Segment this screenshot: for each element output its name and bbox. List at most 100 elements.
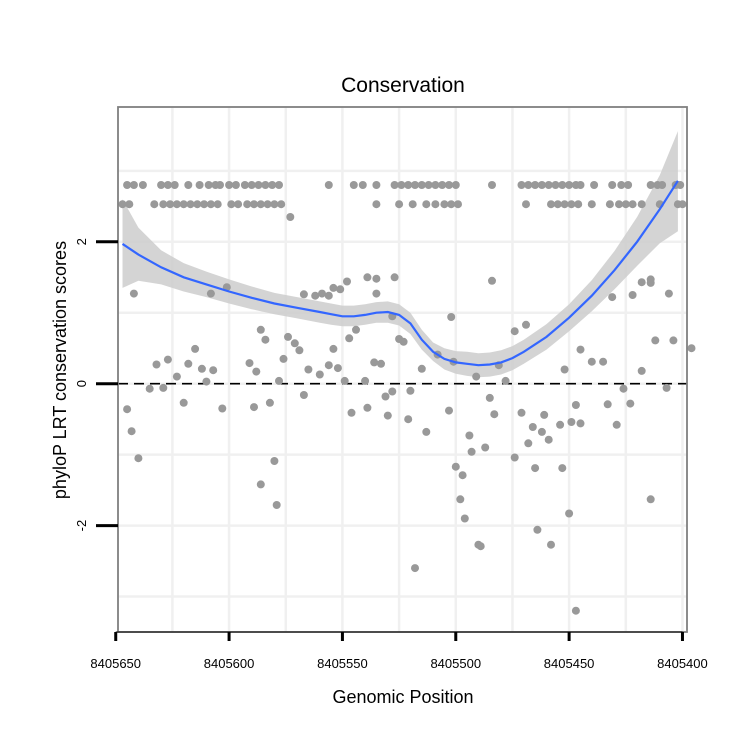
data-point: [619, 384, 628, 393]
data-point: [553, 200, 562, 209]
data-point: [404, 415, 413, 424]
data-point: [261, 335, 270, 344]
data-point: [558, 464, 567, 473]
data-point: [179, 398, 188, 407]
data-point: [290, 339, 299, 348]
data-point: [608, 181, 617, 189]
data-point: [617, 181, 626, 189]
data-point: [295, 346, 304, 355]
data-point: [472, 372, 481, 381]
data-point: [157, 181, 166, 189]
data-point: [587, 357, 596, 366]
data-point: [651, 336, 660, 345]
data-point: [204, 181, 213, 189]
data-point: [537, 181, 546, 189]
data-point: [193, 200, 202, 209]
x-tick-label: 8405400: [657, 656, 708, 671]
data-point: [424, 181, 433, 189]
data-point: [227, 200, 236, 209]
data-point: [202, 377, 211, 386]
data-point: [225, 181, 234, 189]
data-point: [279, 354, 288, 363]
data-point: [440, 200, 449, 209]
data-point: [624, 181, 633, 189]
data-point: [531, 181, 540, 189]
x-tick-label: 8405550: [317, 656, 368, 671]
data-point: [299, 391, 308, 399]
data-point: [265, 398, 274, 407]
data-point: [628, 200, 637, 209]
data-point: [370, 358, 379, 367]
data-point: [615, 200, 623, 209]
data-point: [329, 344, 338, 353]
data-point: [628, 291, 637, 299]
data-point: [465, 431, 474, 440]
data-point: [490, 410, 499, 419]
data-point: [528, 423, 537, 431]
data-point: [129, 181, 138, 189]
data-point: [422, 200, 431, 209]
data-point: [256, 200, 265, 209]
x-axis-title: Genomic Position: [332, 687, 473, 707]
data-point: [458, 471, 467, 480]
data-point: [340, 376, 349, 385]
data-point: [395, 200, 404, 209]
data-point: [352, 325, 360, 334]
data-point: [261, 181, 270, 189]
data-point: [324, 181, 333, 189]
data-point: [637, 200, 646, 209]
data-point: [191, 344, 200, 353]
data-point: [438, 181, 447, 189]
data-point: [256, 325, 265, 334]
data-point: [172, 372, 181, 381]
data-point: [608, 293, 617, 302]
data-point: [411, 181, 419, 189]
data-point: [481, 443, 490, 452]
data-point: [678, 200, 687, 209]
data-point: [311, 291, 320, 300]
data-point: [324, 361, 333, 370]
data-point: [399, 337, 408, 346]
data-point: [250, 403, 258, 412]
y-tick-label: 2: [74, 238, 89, 245]
data-point: [315, 370, 324, 379]
data-point: [150, 200, 159, 209]
data-point: [277, 200, 286, 209]
data-point: [170, 181, 179, 189]
data-point: [488, 276, 496, 285]
smooth-line: [121, 180, 679, 367]
x-tick-label: 8405650: [90, 656, 141, 671]
data-point: [567, 418, 576, 426]
data-point: [195, 181, 204, 189]
data-point: [134, 454, 143, 463]
data-point: [318, 289, 326, 298]
x-axis: 8405650 8405600 8405550 8405500 8405450 84054…: [90, 631, 708, 671]
data-point: [551, 181, 560, 189]
data-point: [329, 283, 338, 292]
data-point: [286, 213, 295, 221]
data-point: [172, 200, 181, 209]
data-point: [422, 427, 431, 436]
data-point: [544, 435, 553, 444]
data-point: [547, 540, 555, 549]
data-point: [252, 367, 261, 376]
data-point: [123, 405, 132, 414]
chart-title: Conservation: [341, 74, 465, 97]
data-point: [272, 501, 281, 509]
data-point: [454, 200, 462, 209]
data-point: [510, 453, 519, 462]
data-point: [476, 542, 485, 551]
x-tick-label: 8405600: [204, 656, 255, 671]
data-point: [560, 365, 569, 374]
data-point: [664, 289, 673, 298]
data-point: [565, 181, 574, 189]
data-point: [451, 181, 460, 189]
data-point: [621, 200, 630, 209]
data-point: [544, 181, 553, 189]
data-point: [216, 181, 224, 189]
data-point: [125, 200, 134, 209]
data-point: [576, 419, 585, 428]
data-point: [411, 564, 419, 573]
data-point: [558, 181, 567, 189]
